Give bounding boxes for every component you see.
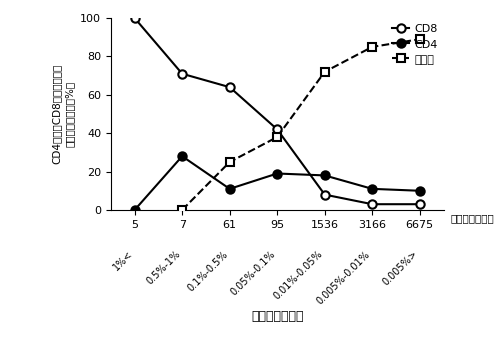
未同定 xyxy=(274,135,280,139)
未同定 xyxy=(227,160,233,164)
Text: （クローン数）: （クローン数） xyxy=(451,213,494,223)
CD4 xyxy=(274,171,280,176)
CD4 xyxy=(179,154,185,159)
Y-axis label: CD4またはCD8と同定された
クローンの割合（%）: CD4またはCD8と同定された クローンの割合（%） xyxy=(51,64,75,164)
Text: クローンの頻度: クローンの頻度 xyxy=(251,310,303,323)
Text: 0.5%-1%: 0.5%-1% xyxy=(145,249,182,286)
未同定 xyxy=(179,208,185,212)
Line: CD4: CD4 xyxy=(131,152,424,214)
CD8 xyxy=(322,193,328,197)
Line: 未同定: 未同定 xyxy=(178,35,424,214)
CD8 xyxy=(132,16,138,20)
CD8 xyxy=(274,127,280,131)
Text: 0.01%-0.05%: 0.01%-0.05% xyxy=(272,249,325,302)
CD8 xyxy=(227,85,233,89)
未同定 xyxy=(322,70,328,74)
CD4 xyxy=(227,187,233,191)
未同定 xyxy=(369,45,375,49)
CD4 xyxy=(369,187,375,191)
CD4 xyxy=(417,189,423,193)
Legend: CD8, CD4, 未同定: CD8, CD4, 未同定 xyxy=(393,24,438,65)
未同定 xyxy=(417,37,423,41)
Line: CD8: CD8 xyxy=(131,14,424,209)
CD4 xyxy=(132,208,138,212)
Text: 1%<: 1%< xyxy=(111,249,135,273)
Text: 0.005%-0.01%: 0.005%-0.01% xyxy=(315,249,372,306)
CD8 xyxy=(417,202,423,206)
Text: 0.1%-0.5%: 0.1%-0.5% xyxy=(185,249,230,293)
CD8 xyxy=(179,72,185,76)
CD4 xyxy=(322,173,328,178)
Text: 0.05%-0.1%: 0.05%-0.1% xyxy=(229,249,277,297)
Text: 0.005%>: 0.005%> xyxy=(381,249,420,288)
CD8 xyxy=(369,202,375,206)
